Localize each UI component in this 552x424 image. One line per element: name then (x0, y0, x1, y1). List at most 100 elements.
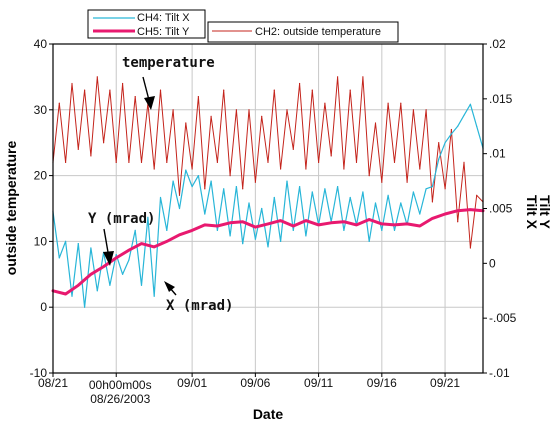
x-tick-label-2: 09/06 (240, 376, 270, 390)
series-0-point-10 (115, 161, 117, 163)
y-right-tick-label-4: .01 (489, 147, 506, 161)
annotation-arrow-x-mrad (164, 281, 177, 296)
series-1-point-66 (469, 103, 471, 105)
series-1-point-63 (450, 133, 452, 135)
series-0-point-3 (71, 82, 73, 85)
series-1-point-3 (71, 295, 73, 297)
series-1-point-52 (381, 229, 383, 231)
series-1-point-14 (140, 284, 143, 286)
series-1-point-49 (362, 191, 364, 193)
legend-item-tilt-y: CH5: Tilt Y (93, 26, 190, 38)
series-1-point-10 (115, 254, 117, 256)
y-right-tick-label-1: -.005 (489, 311, 517, 325)
series-2-point-20 (305, 220, 307, 222)
series-1-point-29 (235, 186, 237, 188)
series-0-point-43 (324, 102, 326, 104)
series-0-point-28 (229, 175, 231, 177)
y-axis-right-title-x: Tilt X (524, 195, 540, 230)
series-1-point-18 (166, 229, 168, 231)
x-tick-label-4: 09/16 (367, 376, 397, 390)
legend-item-outside-temperature: CH2: outside temperature (207, 21, 399, 43)
series-0-point-42 (318, 161, 320, 163)
series-0-point-25 (210, 115, 212, 117)
series-1-point-28 (229, 235, 231, 237)
series-1-point-12 (128, 259, 130, 261)
x-tick-label-1: 09/01 (177, 376, 207, 390)
series-0-point-21 (185, 122, 187, 124)
series-2-point-7 (140, 243, 143, 245)
series-1-point-1 (58, 257, 60, 259)
series-1-point-43 (324, 188, 326, 190)
series-0-point-51 (374, 122, 377, 124)
series-1-point-11 (122, 273, 124, 275)
x-tick-label-5: 09/21 (430, 376, 460, 390)
series-0-point-62 (444, 188, 446, 190)
series-1-point-25 (210, 180, 212, 182)
series-0-point-57 (412, 109, 414, 111)
series-2-point-2 (77, 284, 79, 286)
annotation-arrow-y-mrad (103, 228, 114, 266)
series-0-point-14 (140, 161, 143, 163)
series-2-point-18 (280, 220, 282, 222)
series-1-point-38 (292, 229, 294, 231)
series-1-point-47 (349, 196, 351, 199)
series-0-point-7 (96, 76, 98, 78)
series-0-point-30 (242, 188, 244, 190)
series-0-point-19 (172, 109, 174, 111)
series-2-point-21 (318, 224, 320, 226)
series-2-point-12 (204, 224, 206, 226)
legend-label-tilt-y: CH5: Tilt Y (137, 26, 190, 38)
series-0-point-33 (261, 115, 263, 117)
tick-layer: -10 0 10 20 30 40 -.01 -.005 0 .005 .01 .015 .02 08/2… (30, 37, 517, 406)
series-0-point-66 (469, 247, 471, 249)
series-0-point-54 (393, 161, 396, 163)
series-1-point-51 (374, 202, 377, 204)
legend-label-outside-temperature: CH2: outside temperature (255, 26, 381, 38)
y-left-tick-label-0: -10 (30, 366, 48, 380)
series-1-point-33 (261, 207, 263, 210)
series-2-point-13 (216, 225, 218, 227)
series-1-point-65 (463, 114, 465, 116)
series-2-point-27 (393, 224, 396, 226)
y-right-tick-label-0: -.01 (489, 366, 510, 380)
series-1-point-62 (444, 142, 446, 144)
y-axis-left-title: outside temperature (3, 140, 19, 275)
series-0-point-1 (58, 102, 60, 104)
series-0-point-55 (400, 102, 402, 104)
x-extra-tick-label-date: 08/26/2003 (90, 392, 150, 406)
series-2-point-19 (292, 225, 294, 227)
series-1-point-39 (299, 186, 301, 188)
series-2-point-33 (469, 209, 471, 211)
series-0-point-49 (362, 76, 364, 78)
series-1-point-53 (387, 194, 389, 196)
series-1-point-2 (65, 240, 67, 242)
series-2-point-22 (330, 222, 332, 224)
series-0-point-60 (431, 201, 433, 203)
legend-item-tilt-x: CH4: Tilt X (87, 9, 206, 39)
series-0-point-9 (109, 89, 111, 91)
series-0-point-32 (254, 181, 256, 183)
series-0-point-22 (191, 168, 193, 170)
series-2-point-26 (381, 223, 383, 225)
series-1-point-7 (96, 290, 98, 292)
series-0-point-23 (197, 96, 199, 98)
series-0-point-11 (122, 82, 124, 85)
series-2-point-4 (103, 266, 105, 268)
series-1-point-21 (185, 169, 187, 171)
series-2-point-24 (355, 224, 358, 226)
series-1-point-35 (273, 196, 275, 199)
series-2-point-10 (178, 234, 181, 236)
legend: CH4: Tilt X CH5: Tilt Y CH2: outside tem… (87, 9, 399, 43)
series-0-point-13 (134, 96, 136, 98)
series-2-point-23 (343, 221, 345, 223)
y-left-tick-label-5: 40 (34, 37, 48, 51)
series-2-point-6 (128, 249, 130, 251)
series-0-point-44 (330, 155, 332, 157)
series-1-point-50 (368, 240, 370, 242)
series-2-point-14 (229, 222, 231, 224)
series-1-point-19 (172, 180, 174, 182)
series-1-point-23 (197, 175, 199, 177)
series-1-point-45 (337, 186, 339, 188)
series-1-point-26 (216, 229, 218, 231)
